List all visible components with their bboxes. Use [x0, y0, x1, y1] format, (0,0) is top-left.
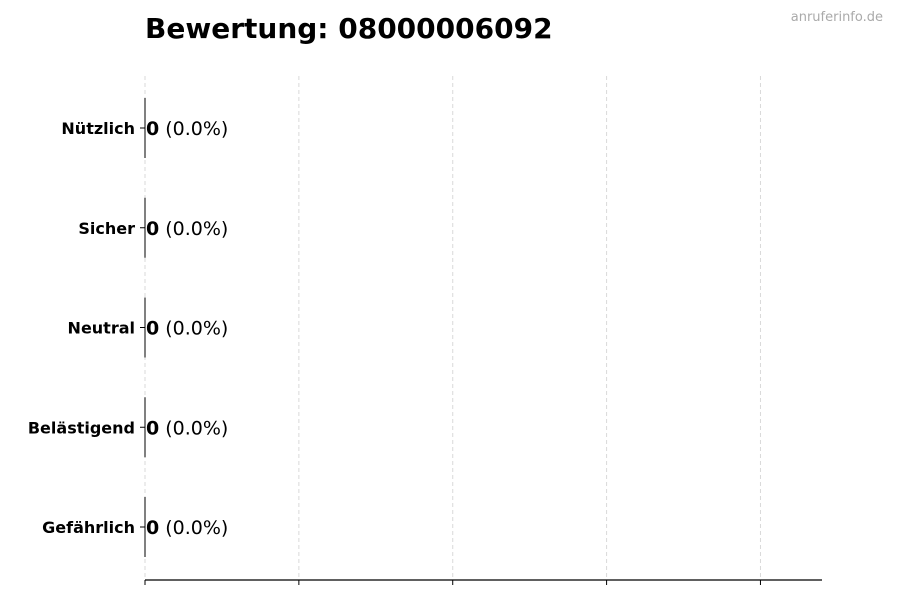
data-label: 0 (0.0%) — [146, 417, 228, 439]
data-label: 0 (0.0%) — [146, 218, 228, 240]
watermark: anruferinfo.de — [790, 10, 883, 25]
y-tick-label: Belästigend — [28, 418, 135, 437]
y-tick-label: Sicher — [78, 219, 135, 238]
y-tick-label: Nützlich — [61, 119, 135, 138]
percent-label: (0.0%) — [165, 218, 228, 240]
percent-label: (0.0%) — [165, 318, 228, 340]
data-label: 0 (0.0%) — [146, 118, 228, 140]
percent-label: (0.0%) — [165, 417, 228, 439]
value-label: 0 — [146, 318, 159, 340]
value-label: 0 — [146, 517, 159, 539]
y-tick-label: Gefährlich — [42, 518, 135, 537]
value-label: 0 — [146, 417, 159, 439]
value-label: 0 — [146, 218, 159, 240]
percent-label: (0.0%) — [165, 517, 228, 539]
data-label: 0 (0.0%) — [146, 318, 228, 340]
y-tick-label: Neutral — [68, 319, 135, 338]
value-label: 0 — [146, 118, 159, 140]
data-label: 0 (0.0%) — [146, 517, 228, 539]
percent-label: (0.0%) — [165, 118, 228, 140]
chart-title: Bewertung: 08000006092 — [145, 12, 553, 45]
